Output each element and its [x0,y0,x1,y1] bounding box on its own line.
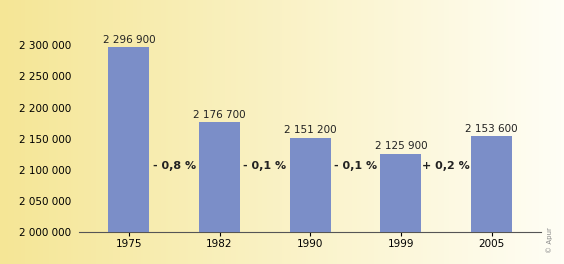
Text: - 0,1 %: - 0,1 % [243,161,287,171]
Bar [199,122,240,264]
Text: 2 153 600: 2 153 600 [465,124,518,134]
Bar [471,136,512,264]
Text: 2 176 700: 2 176 700 [193,110,246,120]
Bar [381,154,421,264]
Bar [108,47,149,264]
Text: 2 125 900: 2 125 900 [374,141,427,151]
Text: - 0,1 %: - 0,1 % [334,161,377,171]
Text: 2 296 900: 2 296 900 [103,35,155,45]
Text: + 0,2 %: + 0,2 % [422,161,470,171]
Text: - 0,8 %: - 0,8 % [153,161,196,171]
Text: 2 151 200: 2 151 200 [284,125,337,135]
Text: © Apur: © Apur [547,228,553,253]
Bar [290,138,331,264]
